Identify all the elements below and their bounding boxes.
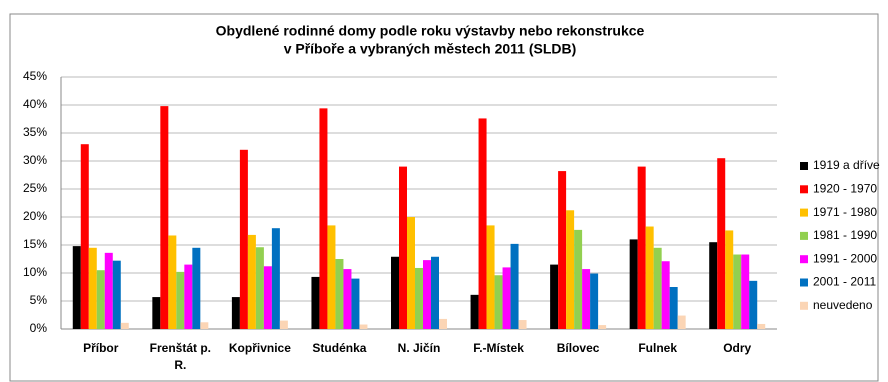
bar [653, 247, 662, 329]
bar [661, 261, 670, 329]
bar [239, 149, 248, 329]
bar [80, 144, 89, 329]
legend-swatch [800, 185, 808, 194]
legend-label: neuvedeno [813, 298, 873, 312]
chart-title: Obydlené rodinné domy podle roku výstavb… [216, 23, 645, 39]
bar [677, 315, 686, 329]
legend-swatch [800, 278, 808, 287]
bar [494, 275, 503, 329]
legend-label: 1920 - 1970 [813, 181, 877, 195]
bar [407, 217, 415, 329]
y-tick-label: 25% [23, 181, 47, 195]
bar [168, 235, 177, 329]
bar [391, 256, 399, 329]
bar [598, 325, 607, 329]
y-tick-label: 35% [23, 125, 47, 139]
bar [510, 243, 519, 329]
x-tick-label: Kopřivnice [229, 341, 291, 355]
bar [590, 273, 599, 329]
bar [263, 266, 272, 329]
y-tick-label: 15% [23, 237, 47, 251]
bar [255, 247, 264, 329]
bar [749, 280, 758, 329]
legend-label: 1971 - 1980 [813, 205, 877, 219]
legend-swatch [800, 301, 808, 310]
x-tick-label: N. Jičín [398, 341, 441, 355]
bar [247, 234, 256, 329]
bar [104, 252, 113, 329]
bar [574, 229, 583, 329]
legend-label: 2001 - 2011 [813, 275, 876, 289]
bar [279, 320, 288, 329]
bar [311, 276, 320, 329]
x-tick-label: Fulnek [638, 341, 677, 355]
y-tick-label: 45% [23, 69, 47, 83]
bar [343, 269, 352, 329]
bar [757, 323, 766, 329]
bar [192, 247, 201, 329]
bar [725, 230, 734, 329]
x-tick-label: Frenštát p. R. [150, 341, 211, 372]
bar [709, 242, 718, 329]
bar [518, 320, 527, 329]
x-tick-label: Bílovec [557, 341, 600, 355]
y-tick-label: 30% [23, 153, 47, 167]
bar [423, 260, 431, 329]
y-tick-label: 20% [23, 209, 47, 223]
bar [120, 322, 129, 329]
bar [470, 294, 479, 329]
bar [359, 324, 368, 329]
x-tick-label: Studénka [312, 341, 366, 355]
bar [88, 247, 97, 329]
bar [669, 287, 678, 329]
y-tick-label: 10% [23, 265, 47, 279]
legend-swatch [800, 231, 808, 240]
x-tick-label: Odry [723, 341, 751, 355]
legend-swatch [800, 255, 808, 264]
chart-subtitle: v Příboře a vybraných městech 2011 (SLDB… [284, 41, 577, 57]
bar [550, 264, 559, 329]
bar [319, 108, 328, 329]
y-tick-label: 5% [30, 293, 48, 307]
bar [184, 264, 193, 329]
bar [637, 166, 646, 329]
y-tick-label: 0% [30, 321, 48, 335]
bar [629, 239, 638, 329]
legend-label: 1981 - 1990 [813, 228, 877, 242]
bar [200, 322, 209, 329]
bar [335, 259, 344, 329]
bar [741, 254, 750, 329]
legend-swatch [800, 208, 808, 217]
bar [96, 270, 105, 329]
bar [486, 225, 495, 329]
bar [327, 225, 336, 329]
bar [351, 278, 360, 329]
bar [176, 271, 185, 329]
y-tick-label: 40% [23, 97, 47, 111]
legend-label: 1919 a dříve [813, 158, 880, 172]
x-tick-label: Příbor [83, 341, 119, 355]
bar [415, 267, 423, 329]
bar [271, 228, 280, 329]
bar [478, 118, 487, 329]
bar [645, 226, 654, 329]
bar [152, 297, 161, 329]
legend-label: 1991 - 2000 [813, 251, 877, 265]
bar [733, 254, 742, 329]
bar [399, 166, 407, 329]
bar [717, 158, 726, 329]
bar [439, 318, 447, 329]
legend-swatch [800, 162, 808, 170]
bar [502, 267, 511, 329]
bar [72, 246, 81, 329]
bar [566, 210, 575, 329]
bar [160, 106, 169, 330]
bar [558, 171, 567, 329]
x-tick-label: F.-Místek [473, 341, 524, 355]
bar [582, 269, 591, 329]
bar [231, 297, 240, 329]
bar [112, 260, 121, 329]
bar [431, 256, 439, 329]
